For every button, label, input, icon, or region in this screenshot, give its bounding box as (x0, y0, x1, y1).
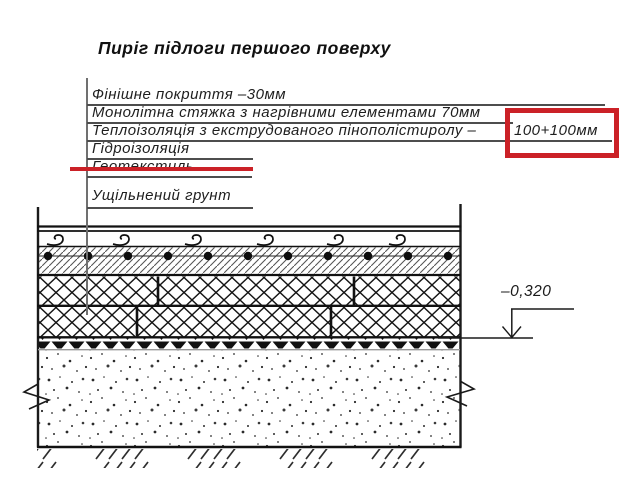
underline-insulation (87, 140, 612, 142)
insulation-layer-1 (37, 276, 461, 307)
screed-layer (37, 245, 461, 277)
membrane-squiggle-icons (46, 234, 406, 246)
page-title: Пиріг підлоги першого поверху (98, 38, 391, 58)
leader-stem-line (86, 78, 88, 315)
layer-label-waterproofing: Гідроізоляція (92, 140, 190, 157)
geotextile-strikethrough-line (70, 167, 253, 171)
heating-pipe-dots (43, 251, 453, 261)
layer-label-screed: Монолітна стяжка з нагрівними елементами… (92, 104, 481, 121)
break-line-icons (22, 380, 477, 410)
insulation-layer-2 (37, 307, 461, 339)
layer-label-soil: Ущільнений грунт (92, 187, 232, 204)
waterproofing-layer (38, 338, 460, 351)
level-mark-label: –0,320 (501, 283, 552, 300)
underline-waterproofing (87, 158, 253, 160)
underline-screed (87, 122, 513, 124)
layer-label-insulation: Теплоізоляція з екструдованого пінополіс… (92, 122, 477, 139)
finish-coating-layer (37, 225, 462, 232)
underline-soil (87, 207, 253, 209)
level-mark-symbol (438, 308, 574, 339)
underline-geotextile (87, 176, 252, 178)
underline-finish (87, 104, 605, 106)
compacted-soil-layer (37, 350, 462, 468)
layer-label-finish: Фінішне покриття –30мм (92, 86, 287, 103)
insulation-highlight-box (505, 108, 619, 158)
insulation-value-highlighted: 100+100мм (514, 122, 598, 139)
